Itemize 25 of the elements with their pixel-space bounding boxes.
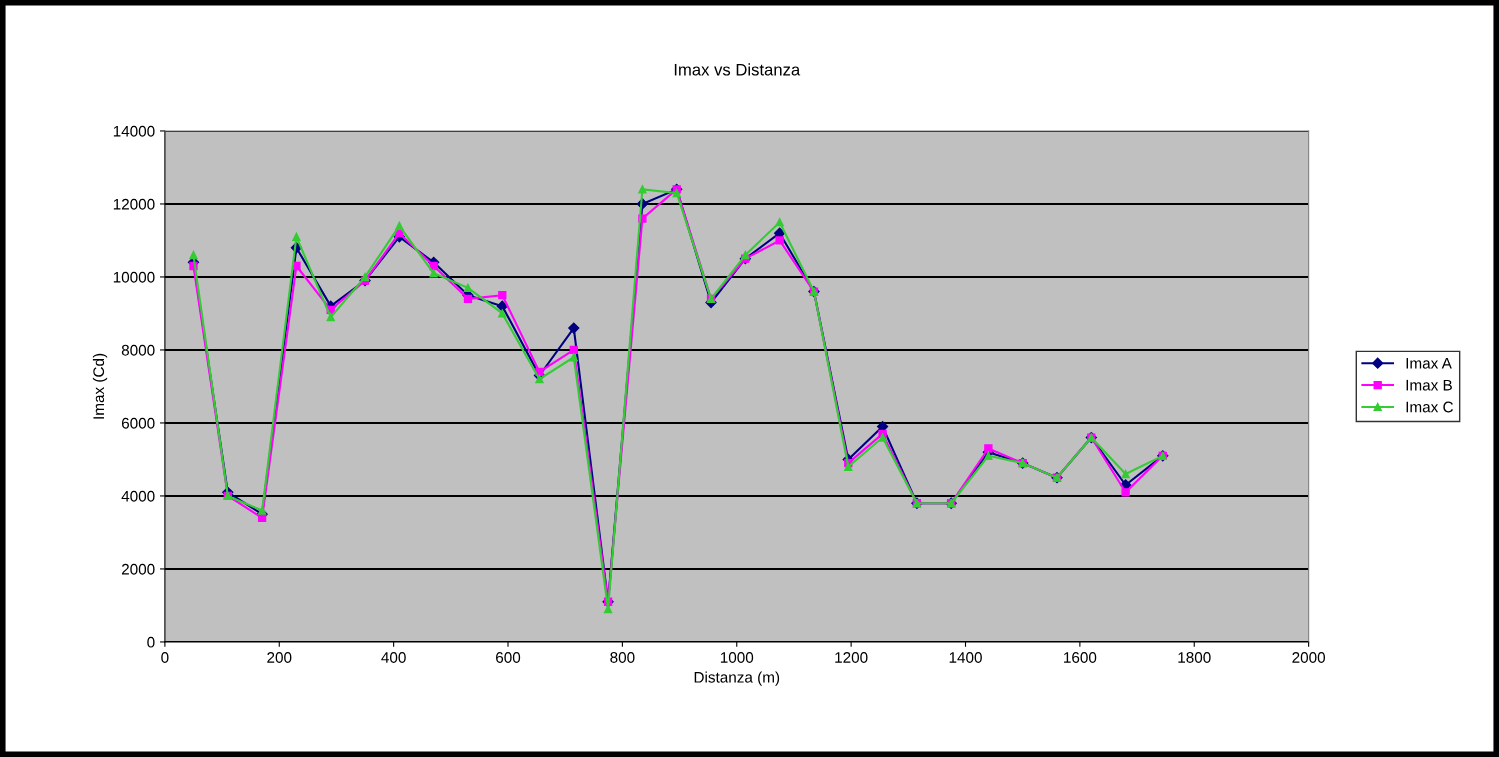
x-tick-label: 600 [496, 652, 521, 663]
legend-label: Imax B [1406, 379, 1452, 391]
y-axis-title: Imax (Cd) [92, 353, 108, 419]
x-tick-label: 1000 [720, 652, 754, 663]
x-tick-label: 2000 [1292, 652, 1326, 663]
y-tick-label: 2000 [121, 563, 155, 575]
x-axis-title: Distanza (m) [694, 671, 780, 686]
y-tick-label: 8000 [121, 344, 155, 356]
x-tick-label: 1400 [949, 652, 982, 663]
x-tick-label: 1200 [835, 652, 868, 663]
y-tick-label: 14000 [113, 125, 155, 137]
y-tick-label: 4000 [121, 490, 155, 502]
y-tick-label: 6000 [121, 417, 155, 429]
x-tick-label: 0 [161, 652, 169, 663]
chart-title: Imax vs Distanza [674, 63, 801, 76]
x-tick-label: 400 [381, 652, 406, 663]
x-tick-label: 1800 [1178, 652, 1211, 663]
legend-label: Imax C [1406, 401, 1453, 413]
y-tick-label: 12000 [113, 198, 155, 210]
y-tick-label: 0 [147, 636, 155, 648]
x-tick-label: 800 [610, 652, 635, 663]
y-tick-label: 10000 [113, 271, 155, 283]
x-tick-label: 200 [267, 652, 292, 663]
x-tick-label: 1600 [1064, 652, 1097, 663]
legend-label: Imax A [1406, 358, 1452, 369]
